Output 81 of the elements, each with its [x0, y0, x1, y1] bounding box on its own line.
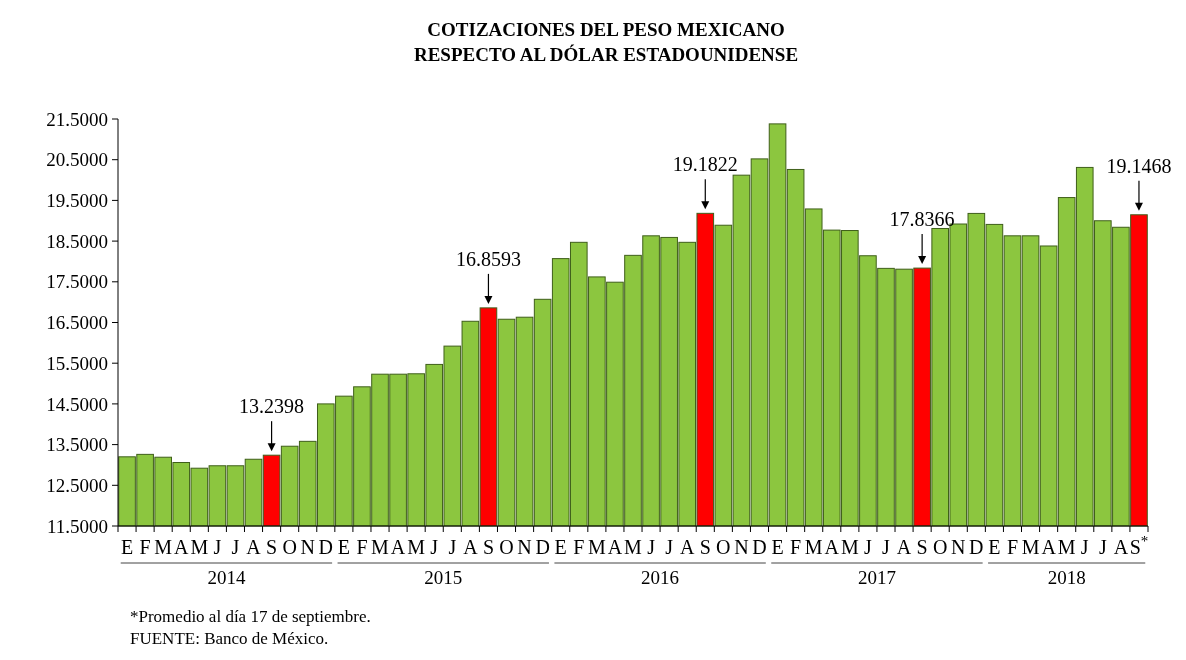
x-tick-label: O	[282, 536, 297, 558]
y-tick-label: 21.5000	[46, 108, 108, 130]
x-tick-label: N	[517, 536, 532, 558]
y-tick-label: 13.5000	[46, 434, 108, 456]
x-tick-label: F	[1006, 536, 1019, 558]
x-tick-label: M	[1057, 536, 1076, 558]
x-tick-label: N	[300, 536, 315, 558]
x-tick-label: M	[624, 536, 643, 558]
y-tick-label: 18.5000	[46, 230, 108, 252]
x-tick-label: M	[840, 536, 859, 558]
x-tick-label: A	[824, 536, 840, 558]
x-tick-label: M	[190, 536, 209, 558]
text: *Promedio al día 17 de septiembre.	[130, 607, 371, 626]
text: 2014	[207, 567, 246, 588]
data-label: 19.1468	[1106, 154, 1172, 177]
x-tick-label: F	[356, 536, 368, 558]
x-tick-label: A	[1041, 536, 1057, 558]
x-tick-label: M	[154, 536, 173, 558]
x-tick-label: A	[896, 536, 912, 558]
x-tick-label: E	[771, 536, 784, 558]
y-tick-label: 12.5000	[46, 474, 108, 496]
x-tick-label: M	[407, 536, 426, 558]
x-tick-label: J	[647, 536, 656, 558]
x-tick-label: F	[790, 536, 802, 558]
x-tick-label: D	[752, 536, 767, 558]
data-label: 17.8366	[889, 208, 955, 231]
x-tick-label: D	[969, 536, 984, 558]
x-tick-label: M	[804, 536, 823, 558]
text: 2016	[641, 567, 680, 588]
x-tick-label: F	[139, 536, 151, 558]
x-tick-label: O	[716, 536, 731, 558]
x-tick-label: M	[587, 536, 606, 558]
x-tick-label: E	[554, 536, 567, 558]
x-tick-label: M	[1021, 536, 1040, 558]
text: 2018	[1047, 567, 1086, 588]
x-tick-label: J	[1098, 536, 1107, 558]
y-tick-label: 16.5000	[46, 312, 108, 334]
y-tick-label: 15.5000	[46, 352, 108, 374]
x-tick-label: E	[120, 536, 134, 558]
x-tick-label: S	[482, 536, 494, 558]
x-tick-label: M	[371, 536, 390, 558]
text: 2017	[857, 567, 896, 588]
data-label: 16.8593	[455, 247, 521, 270]
y-tick-label: 17.5000	[46, 271, 108, 293]
chart-title: COTIZACIONES DEL PESO MEXICANO RESPECTO AL DÓLAR ESTADOUNIDENSE	[413, 19, 799, 65]
x-tick-label: S	[266, 536, 278, 558]
x-tick-label: A	[174, 536, 190, 558]
x-tick-label: J	[665, 536, 674, 558]
x-tick-label: J	[882, 536, 891, 558]
x-tick-label: J	[430, 536, 439, 558]
x-tick-label: E	[337, 536, 350, 558]
x-tick-label: A	[390, 536, 406, 558]
x-tick-label: J	[1080, 536, 1089, 558]
x-tick-label: D	[535, 536, 550, 558]
x-tick-label: A	[679, 536, 695, 558]
data-label: 19.1822	[672, 153, 738, 176]
x-tick-label: J	[864, 536, 873, 558]
x-tick-label: A	[1113, 536, 1129, 558]
x-tick-label: S$^{*}$	[1129, 533, 1149, 558]
x-tick-label: A	[607, 536, 623, 558]
x-tick-label: N	[951, 536, 966, 558]
x-tick-label: E	[988, 536, 1001, 558]
x-tick-label: A	[246, 536, 262, 558]
x-tick-label: J	[231, 536, 240, 558]
x-tick-label: S	[699, 536, 711, 558]
x-tick-label: O	[499, 536, 514, 558]
x-tick-label: J	[448, 536, 457, 558]
y-tick-label: 19.5000	[46, 190, 108, 212]
text: 2015	[424, 567, 463, 588]
x-tick-label: J	[213, 536, 222, 558]
x-tick-label: N	[734, 536, 749, 558]
x-tick-label: D	[318, 536, 334, 558]
y-tick-label: 14.5000	[46, 393, 108, 415]
y-tick-label: 11.5000	[46, 515, 108, 537]
data-label: 13.2398	[239, 395, 305, 418]
x-tick-label: A	[463, 536, 479, 558]
x-tick-label: F	[573, 536, 585, 558]
x-tick-label: O	[932, 536, 948, 558]
source-note: FUENTE: Banco de México.	[130, 629, 329, 648]
y-tick-label: 20.5000	[46, 149, 108, 171]
x-tick-label: S	[916, 536, 928, 558]
